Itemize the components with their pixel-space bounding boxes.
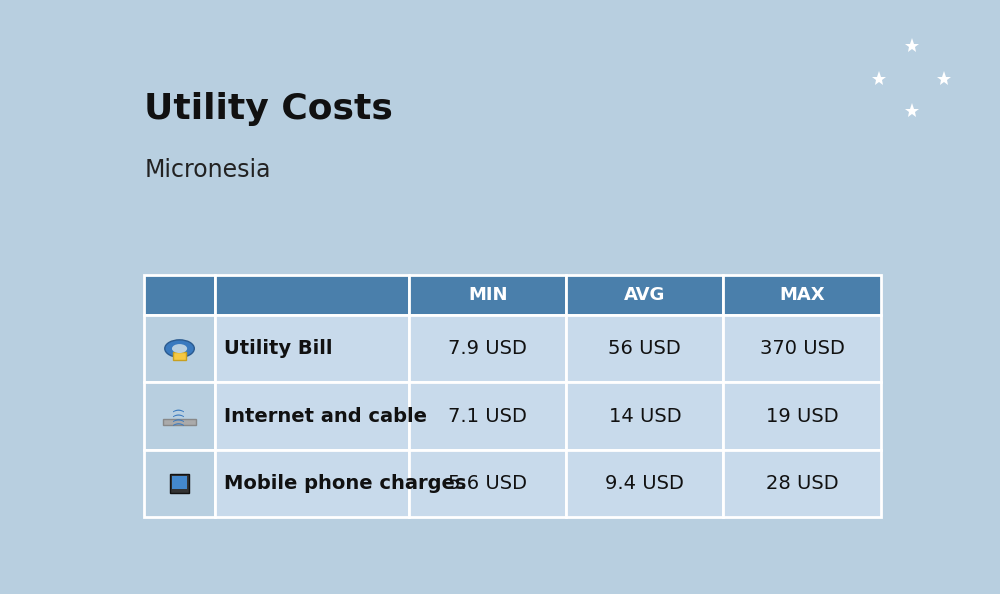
Text: Utility Bill: Utility Bill	[224, 339, 332, 358]
Bar	[723, 315, 881, 383]
Bar	[144, 275, 215, 315]
Bar	[566, 275, 723, 315]
Bar	[215, 383, 409, 450]
Text: 19 USD: 19 USD	[766, 406, 838, 425]
Bar	[173, 352, 186, 360]
Bar	[566, 450, 723, 517]
Text: )))): ))))	[173, 405, 186, 425]
Text: MAX: MAX	[779, 286, 825, 304]
Bar	[144, 450, 215, 517]
Bar	[723, 275, 881, 315]
Bar	[144, 383, 215, 450]
Bar	[144, 315, 215, 383]
Text: AVG: AVG	[624, 286, 666, 304]
Text: 9.4 USD: 9.4 USD	[605, 474, 684, 493]
Bar	[170, 474, 189, 493]
Text: 14 USD: 14 USD	[609, 406, 681, 425]
Text: Mobile phone charges: Mobile phone charges	[224, 474, 466, 493]
Text: 370 USD: 370 USD	[760, 339, 844, 358]
Bar	[409, 383, 566, 450]
Text: MIN: MIN	[468, 286, 507, 304]
Bar	[172, 476, 187, 489]
Text: 56 USD: 56 USD	[608, 339, 681, 358]
Bar	[409, 450, 566, 517]
Bar	[215, 450, 409, 517]
Text: 7.1 USD: 7.1 USD	[448, 406, 527, 425]
Text: 7.9 USD: 7.9 USD	[448, 339, 527, 358]
Text: Micronesia: Micronesia	[144, 158, 271, 182]
Bar	[409, 315, 566, 383]
Text: 5.6 USD: 5.6 USD	[448, 474, 527, 493]
Bar	[723, 450, 881, 517]
Circle shape	[165, 340, 194, 357]
Bar	[723, 383, 881, 450]
Bar	[566, 383, 723, 450]
Bar	[215, 315, 409, 383]
Bar	[215, 275, 409, 315]
Bar	[163, 419, 196, 425]
Bar	[409, 275, 566, 315]
Text: Internet and cable: Internet and cable	[224, 406, 427, 425]
Circle shape	[172, 344, 187, 353]
Text: 28 USD: 28 USD	[766, 474, 838, 493]
Text: Utility Costs: Utility Costs	[144, 92, 393, 126]
Bar	[566, 315, 723, 383]
